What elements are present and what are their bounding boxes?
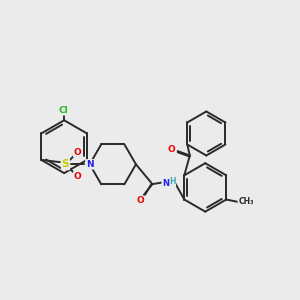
Text: H: H	[169, 177, 175, 186]
Text: Cl: Cl	[58, 106, 68, 115]
Text: O: O	[74, 172, 82, 181]
Text: N: N	[162, 178, 169, 188]
Text: O: O	[136, 196, 144, 205]
Text: S: S	[62, 159, 69, 169]
Text: CH₃: CH₃	[238, 197, 254, 206]
Text: N: N	[86, 160, 94, 169]
Text: O: O	[167, 146, 175, 154]
Text: O: O	[74, 148, 82, 157]
